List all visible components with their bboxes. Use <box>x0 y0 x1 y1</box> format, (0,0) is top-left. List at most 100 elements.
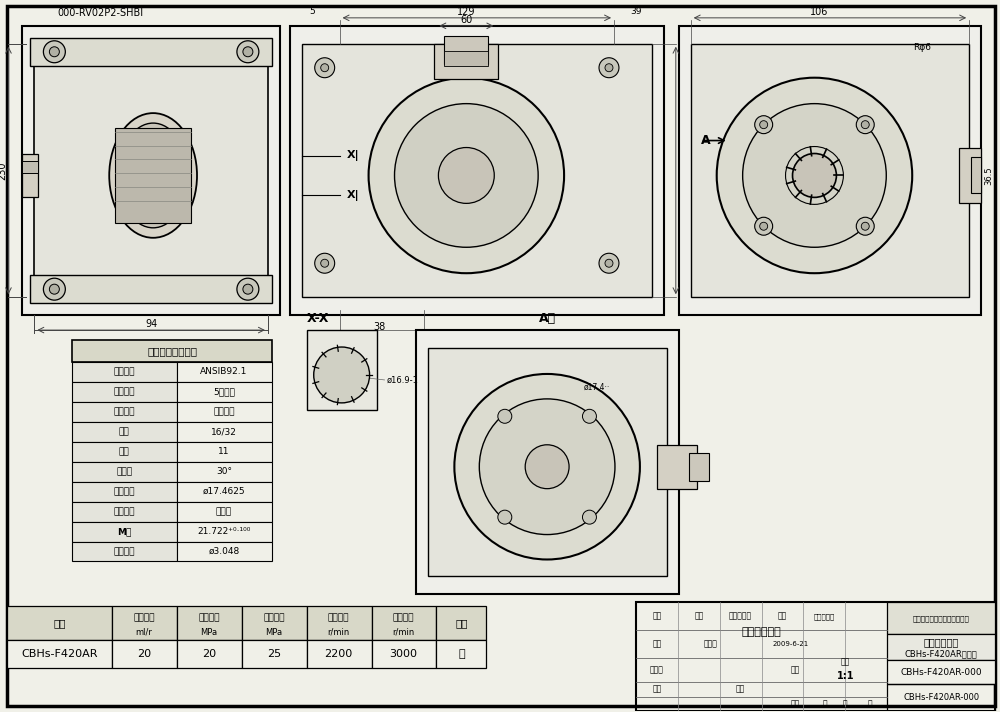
Bar <box>72 462 177 482</box>
Text: r/min: r/min <box>392 628 415 637</box>
Text: 000-RV02P2-SHBI: 000-RV02P2-SHBI <box>57 8 143 18</box>
Bar <box>177 502 272 522</box>
Text: 36.5: 36.5 <box>985 166 994 185</box>
Bar <box>72 502 177 522</box>
Bar <box>72 402 177 422</box>
Bar <box>887 684 995 711</box>
Circle shape <box>605 64 613 72</box>
Circle shape <box>856 217 874 235</box>
Bar <box>177 422 272 441</box>
Circle shape <box>582 409 596 423</box>
Text: 齿根形状: 齿根形状 <box>113 507 135 516</box>
Bar <box>34 43 268 297</box>
Text: 外连接尺寸图: 外连接尺寸图 <box>924 637 959 647</box>
Circle shape <box>43 278 65 300</box>
Bar <box>372 640 436 669</box>
Text: 更改文件号: 更改文件号 <box>729 612 752 621</box>
Text: M値: M値 <box>117 527 131 536</box>
Circle shape <box>237 278 259 300</box>
Bar <box>887 634 995 660</box>
Circle shape <box>793 154 836 197</box>
Text: 60: 60 <box>460 15 472 25</box>
Text: A: A <box>701 134 710 147</box>
Bar <box>679 26 981 315</box>
Bar <box>177 542 272 562</box>
Text: 日: 日 <box>868 700 873 708</box>
Circle shape <box>314 347 370 403</box>
Text: 径节: 径节 <box>119 427 130 436</box>
Text: 压力角: 压力角 <box>116 467 132 476</box>
Text: CBHs-F420AR-000: CBHs-F420AR-000 <box>900 668 982 676</box>
Text: 129: 129 <box>457 7 476 17</box>
Text: 标记: 标记 <box>652 612 661 621</box>
Text: 花键规格: 花键规格 <box>113 367 135 377</box>
Bar <box>444 36 488 64</box>
Text: 工艺: 工艺 <box>652 685 661 693</box>
Text: ml/r: ml/r <box>136 628 153 637</box>
Circle shape <box>454 374 640 560</box>
Text: 右: 右 <box>458 649 465 659</box>
Bar <box>887 602 995 634</box>
Text: 2200: 2200 <box>325 649 353 659</box>
Text: 5: 5 <box>309 7 315 16</box>
Text: ø17.4··: ø17.4·· <box>584 382 610 392</box>
Text: 数量: 数量 <box>778 612 787 621</box>
Circle shape <box>755 115 773 134</box>
Text: 5级精度: 5级精度 <box>213 387 235 397</box>
Bar <box>30 38 272 66</box>
Bar <box>177 522 272 542</box>
Bar <box>72 542 177 562</box>
Text: 94: 94 <box>145 319 157 329</box>
Text: 分区: 分区 <box>694 612 703 621</box>
Bar <box>416 330 679 595</box>
Circle shape <box>599 253 619 273</box>
Circle shape <box>479 399 615 535</box>
Circle shape <box>43 41 65 63</box>
Bar <box>177 382 272 402</box>
Text: 型号: 型号 <box>53 618 66 628</box>
Bar <box>971 157 981 194</box>
Text: 11: 11 <box>218 447 230 456</box>
Text: CBHs-F420AR-000: CBHs-F420AR-000 <box>903 693 979 701</box>
Bar <box>307 607 372 640</box>
Text: 平齿根: 平齿根 <box>216 507 232 516</box>
Text: 审批化: 审批化 <box>650 666 664 675</box>
Bar <box>72 482 177 502</box>
Text: 额定压力: 额定压力 <box>198 613 220 622</box>
Bar <box>444 51 488 66</box>
Circle shape <box>605 259 613 267</box>
Bar <box>177 640 242 669</box>
Circle shape <box>369 78 564 273</box>
Bar <box>112 640 177 669</box>
Text: 青州流体华液压科技有限公司: 青州流体华液压科技有限公司 <box>913 615 970 622</box>
Bar <box>177 482 272 502</box>
Circle shape <box>438 147 494 204</box>
Circle shape <box>861 120 869 129</box>
Text: 比例: 比例 <box>841 658 850 666</box>
Circle shape <box>599 58 619 78</box>
Text: 尹吉发: 尹吉发 <box>704 640 718 649</box>
Bar <box>72 382 177 402</box>
Bar <box>72 522 177 542</box>
Circle shape <box>321 259 329 267</box>
Text: 齿数: 齿数 <box>119 447 130 456</box>
Text: 30°: 30° <box>216 467 232 476</box>
Bar <box>302 43 652 297</box>
Bar <box>887 660 995 684</box>
Bar <box>115 127 191 224</box>
Text: 签: 签 <box>843 700 848 708</box>
Text: ANSIB92.1: ANSIB92.1 <box>200 367 248 377</box>
Bar <box>689 453 709 481</box>
Text: ø16.9-1: ø16.9-1 <box>387 375 418 384</box>
Bar <box>436 640 486 669</box>
Circle shape <box>861 222 869 230</box>
Text: Rφ6: Rφ6 <box>913 43 931 52</box>
Text: 齿側配合: 齿側配合 <box>213 407 235 417</box>
Text: 外连接尺寸图: 外连接尺寸图 <box>742 627 781 637</box>
Circle shape <box>237 41 259 63</box>
Text: 最高转速: 最高转速 <box>393 613 414 622</box>
Bar <box>7 640 112 669</box>
Text: MPa: MPa <box>200 628 218 637</box>
Bar <box>72 362 177 382</box>
Bar <box>691 43 969 297</box>
